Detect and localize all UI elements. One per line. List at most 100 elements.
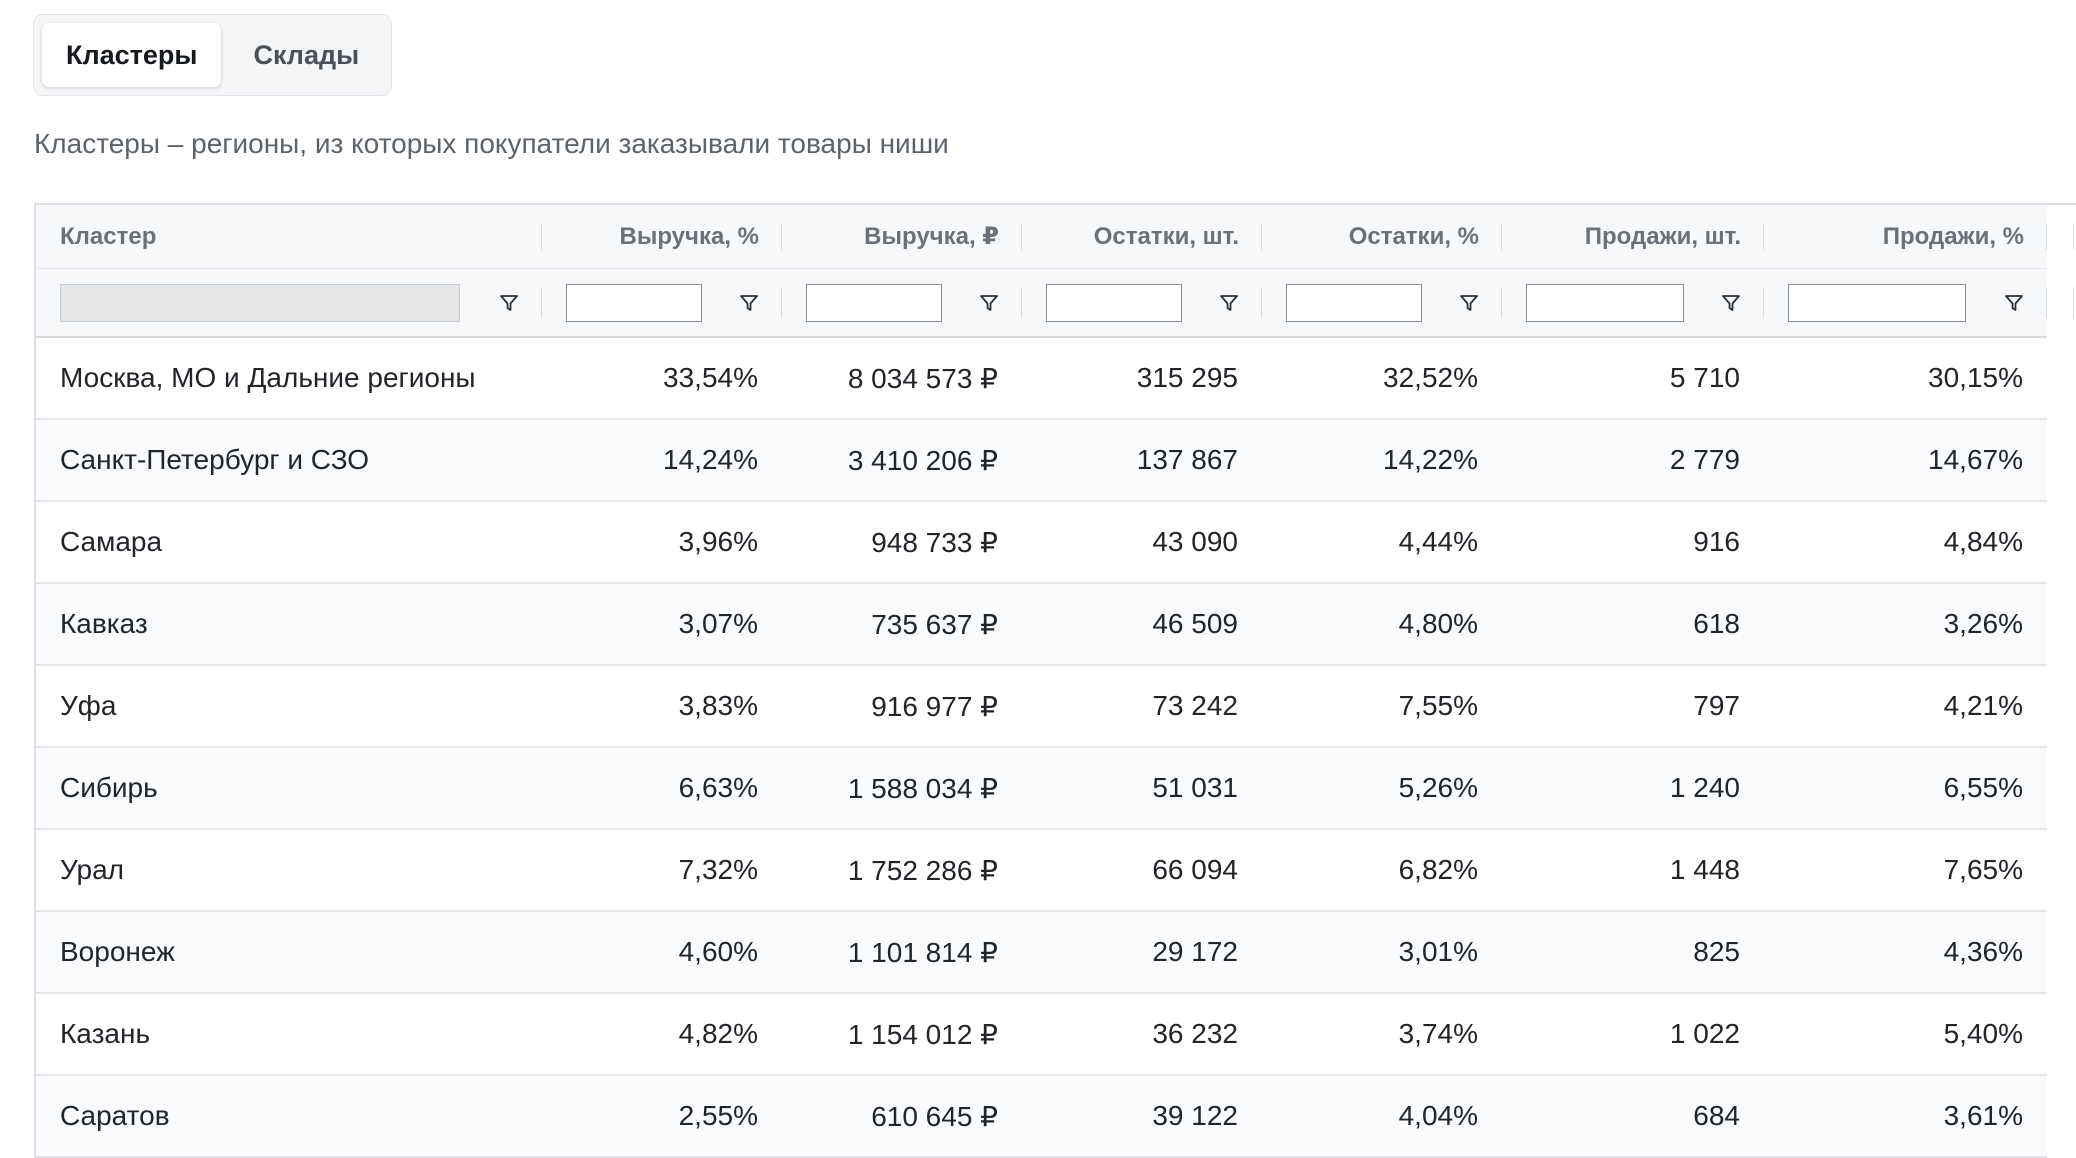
cell-stock-qty: 29 172 (1152, 936, 1238, 967)
cell-cluster: Воронеж (60, 936, 175, 967)
cell-stock-percent: 4,80% (1398, 608, 1478, 639)
filter-cell-cluster (36, 269, 542, 336)
cell-sales-percent: 4,36% (1943, 936, 2023, 967)
cell-sales-qty: 1 022 (1669, 1018, 1740, 1049)
filter-input-stock-percent[interactable] (1286, 283, 1422, 322)
cell-stock-qty: 73 242 (1152, 690, 1238, 721)
cell-sales-percent: 3,26% (1943, 608, 2023, 639)
filter-input-cluster[interactable] (60, 283, 460, 322)
cell-cluster: Урал (60, 854, 125, 885)
cell-cluster: Самара (60, 526, 163, 557)
cell-stock-percent: 7,55% (1398, 690, 1478, 721)
cell-stock-percent: 4,04% (1398, 1100, 1478, 1131)
cell-stock-percent: 14,22% (1383, 444, 1478, 475)
cell-sales-percent: 3,61% (1943, 1100, 2023, 1131)
cell-sales-percent: 5,40% (1943, 1018, 2023, 1049)
cell-stock-qty: 39 122 (1152, 1100, 1238, 1131)
cell-revenue-rub: 1 154 012 ₽ (847, 1018, 998, 1050)
cell-cluster: Уфа (60, 690, 117, 721)
cell-sales-qty: 618 (1693, 608, 1740, 639)
cell-revenue-percent: 6,63% (678, 772, 758, 803)
cell-cluster: Санкт-Петербург и СЗО (60, 444, 370, 475)
cell-stock-qty: 43 090 (1152, 526, 1238, 557)
filter-cell-sales-percent (1764, 269, 2074, 336)
filter-input-sales-percent[interactable] (1788, 283, 1966, 322)
cell-revenue-rub: 1 752 286 ₽ (847, 854, 998, 886)
table-row[interactable]: Саратов 2,55% 610 645 ₽ 39 122 4,04% 684… (36, 1076, 2047, 1158)
table-row[interactable]: Сибирь 6,63% 1 588 034 ₽ 51 031 5,26% 1 … (36, 748, 2047, 830)
column-header-sales-qty[interactable]: Продажи, шт. (1502, 205, 1764, 268)
cell-revenue-rub: 3 410 206 ₽ (847, 444, 998, 476)
cell-revenue-percent: 4,82% (678, 1018, 758, 1049)
filter-icon[interactable] (2003, 292, 2025, 314)
clusters-table: Кластер Выручка, % Выручка, ₽ Остатки, ш… (34, 203, 2076, 1158)
column-header-revenue-rub[interactable]: Выручка, ₽ (782, 205, 1022, 268)
cell-revenue-percent: 4,60% (678, 936, 758, 967)
filter-icon[interactable] (978, 292, 1000, 314)
cell-stock-qty: 46 509 (1152, 608, 1238, 639)
filter-icon[interactable] (1720, 292, 1742, 314)
filter-cell-stock-percent (1262, 269, 1502, 336)
table-header-row: Кластер Выручка, % Выручка, ₽ Остатки, ш… (36, 205, 2074, 269)
filter-input-revenue-percent[interactable] (566, 283, 702, 322)
cell-sales-qty: 916 (1693, 526, 1740, 557)
cell-sales-percent: 4,21% (1943, 690, 2023, 721)
filter-input-revenue-rub[interactable] (806, 283, 942, 322)
table-row[interactable]: Воронеж 4,60% 1 101 814 ₽ 29 172 3,01% 8… (36, 912, 2047, 994)
cell-revenue-rub: 735 637 ₽ (871, 608, 998, 640)
cell-revenue-percent: 3,07% (678, 608, 758, 639)
filter-icon[interactable] (498, 292, 520, 314)
column-header-revenue-percent[interactable]: Выручка, % (542, 205, 782, 268)
column-header-sales-percent[interactable]: Продажи, % (1764, 205, 2074, 268)
cell-cluster: Саратов (60, 1100, 170, 1131)
filter-icon[interactable] (1458, 292, 1480, 314)
cell-revenue-percent: 3,96% (678, 526, 758, 557)
tab-warehouses[interactable]: Склады (253, 39, 360, 70)
filter-icon[interactable] (738, 292, 760, 314)
filter-cell-stock-qty (1022, 269, 1262, 336)
table-filter-row (36, 269, 2074, 338)
filter-input-sales-qty[interactable] (1526, 283, 1684, 322)
table-row[interactable]: Санкт-Петербург и СЗО 14,24% 3 410 206 ₽… (36, 420, 2047, 502)
cell-stock-percent: 5,26% (1398, 772, 1478, 803)
cell-stock-qty: 51 031 (1152, 772, 1238, 803)
column-header-cluster[interactable]: Кластер (36, 205, 542, 268)
filter-icon[interactable] (1218, 292, 1240, 314)
cell-revenue-percent: 3,83% (678, 690, 758, 721)
cell-stock-percent: 3,74% (1398, 1018, 1478, 1049)
cell-sales-qty: 1 240 (1669, 772, 1740, 803)
filter-cell-revenue-rub (782, 269, 1022, 336)
table-row[interactable]: Уфа 3,83% 916 977 ₽ 73 242 7,55% 797 4,2… (36, 666, 2047, 748)
filter-input-stock-qty[interactable] (1046, 283, 1182, 322)
cell-revenue-rub: 948 733 ₽ (871, 526, 998, 558)
cell-sales-percent: 6,55% (1943, 772, 2023, 803)
cell-sales-qty: 825 (1693, 936, 1740, 967)
table-row[interactable]: Самара 3,96% 948 733 ₽ 43 090 4,44% 916 … (36, 502, 2047, 584)
cell-revenue-rub: 1 101 814 ₽ (847, 936, 998, 968)
cell-sales-percent: 14,67% (1928, 444, 2023, 475)
cell-sales-percent: 7,65% (1943, 854, 2023, 885)
clusters-description: Кластеры – регионы, из которых покупател… (34, 128, 949, 159)
cell-stock-qty: 137 867 (1136, 444, 1238, 475)
cell-sales-percent: 4,84% (1943, 526, 2023, 557)
table-row[interactable]: Москва, МО и Дальние регионы 33,54% 8 03… (36, 338, 2047, 420)
cell-stock-percent: 3,01% (1398, 936, 1478, 967)
cell-cluster: Кавказ (60, 608, 148, 639)
tab-clusters[interactable]: Кластеры (42, 23, 222, 87)
tab-bar: Кластеры Склады (33, 14, 393, 96)
table-row[interactable]: Кавказ 3,07% 735 637 ₽ 46 509 4,80% 618 … (36, 584, 2047, 666)
table-row[interactable]: Казань 4,82% 1 154 012 ₽ 36 232 3,74% 1 … (36, 994, 2047, 1076)
cell-revenue-percent: 33,54% (663, 362, 758, 393)
table-body: Москва, МО и Дальние регионы 33,54% 8 03… (36, 338, 2047, 1158)
table-row[interactable]: Урал 7,32% 1 752 286 ₽ 66 094 6,82% 1 44… (36, 830, 2047, 912)
cell-revenue-percent: 7,32% (678, 854, 758, 885)
cell-cluster: Казань (60, 1018, 151, 1049)
cell-revenue-rub: 1 588 034 ₽ (847, 772, 998, 804)
cell-cluster: Сибирь (60, 772, 158, 803)
column-header-stock-percent[interactable]: Остатки, % (1262, 205, 1502, 268)
filter-cell-revenue-percent (542, 269, 782, 336)
cell-cluster: Москва, МО и Дальние регионы (60, 362, 476, 393)
cell-revenue-percent: 14,24% (663, 444, 758, 475)
cell-stock-qty: 36 232 (1152, 1018, 1238, 1049)
column-header-stock-qty[interactable]: Остатки, шт. (1022, 205, 1262, 268)
